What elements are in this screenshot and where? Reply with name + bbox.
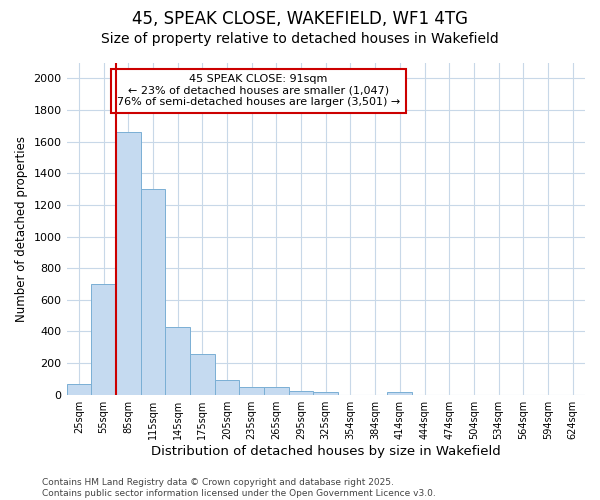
- Bar: [91, 284, 116, 395]
- Bar: [140, 189, 165, 394]
- Y-axis label: Number of detached properties: Number of detached properties: [15, 136, 28, 322]
- Bar: [289, 391, 313, 394]
- Text: Contains HM Land Registry data © Crown copyright and database right 2025.
Contai: Contains HM Land Registry data © Crown c…: [42, 478, 436, 498]
- Bar: [313, 392, 338, 394]
- Bar: [388, 392, 412, 394]
- Text: 45, SPEAK CLOSE, WAKEFIELD, WF1 4TG: 45, SPEAK CLOSE, WAKEFIELD, WF1 4TG: [132, 10, 468, 28]
- Bar: [116, 132, 140, 394]
- Bar: [264, 387, 289, 394]
- Bar: [215, 380, 239, 394]
- Bar: [239, 387, 264, 394]
- Bar: [67, 384, 91, 394]
- X-axis label: Distribution of detached houses by size in Wakefield: Distribution of detached houses by size …: [151, 444, 500, 458]
- Text: Size of property relative to detached houses in Wakefield: Size of property relative to detached ho…: [101, 32, 499, 46]
- Text: 45 SPEAK CLOSE: 91sqm
← 23% of detached houses are smaller (1,047)
76% of semi-d: 45 SPEAK CLOSE: 91sqm ← 23% of detached …: [117, 74, 400, 108]
- Bar: [190, 354, 215, 395]
- Bar: [165, 326, 190, 394]
